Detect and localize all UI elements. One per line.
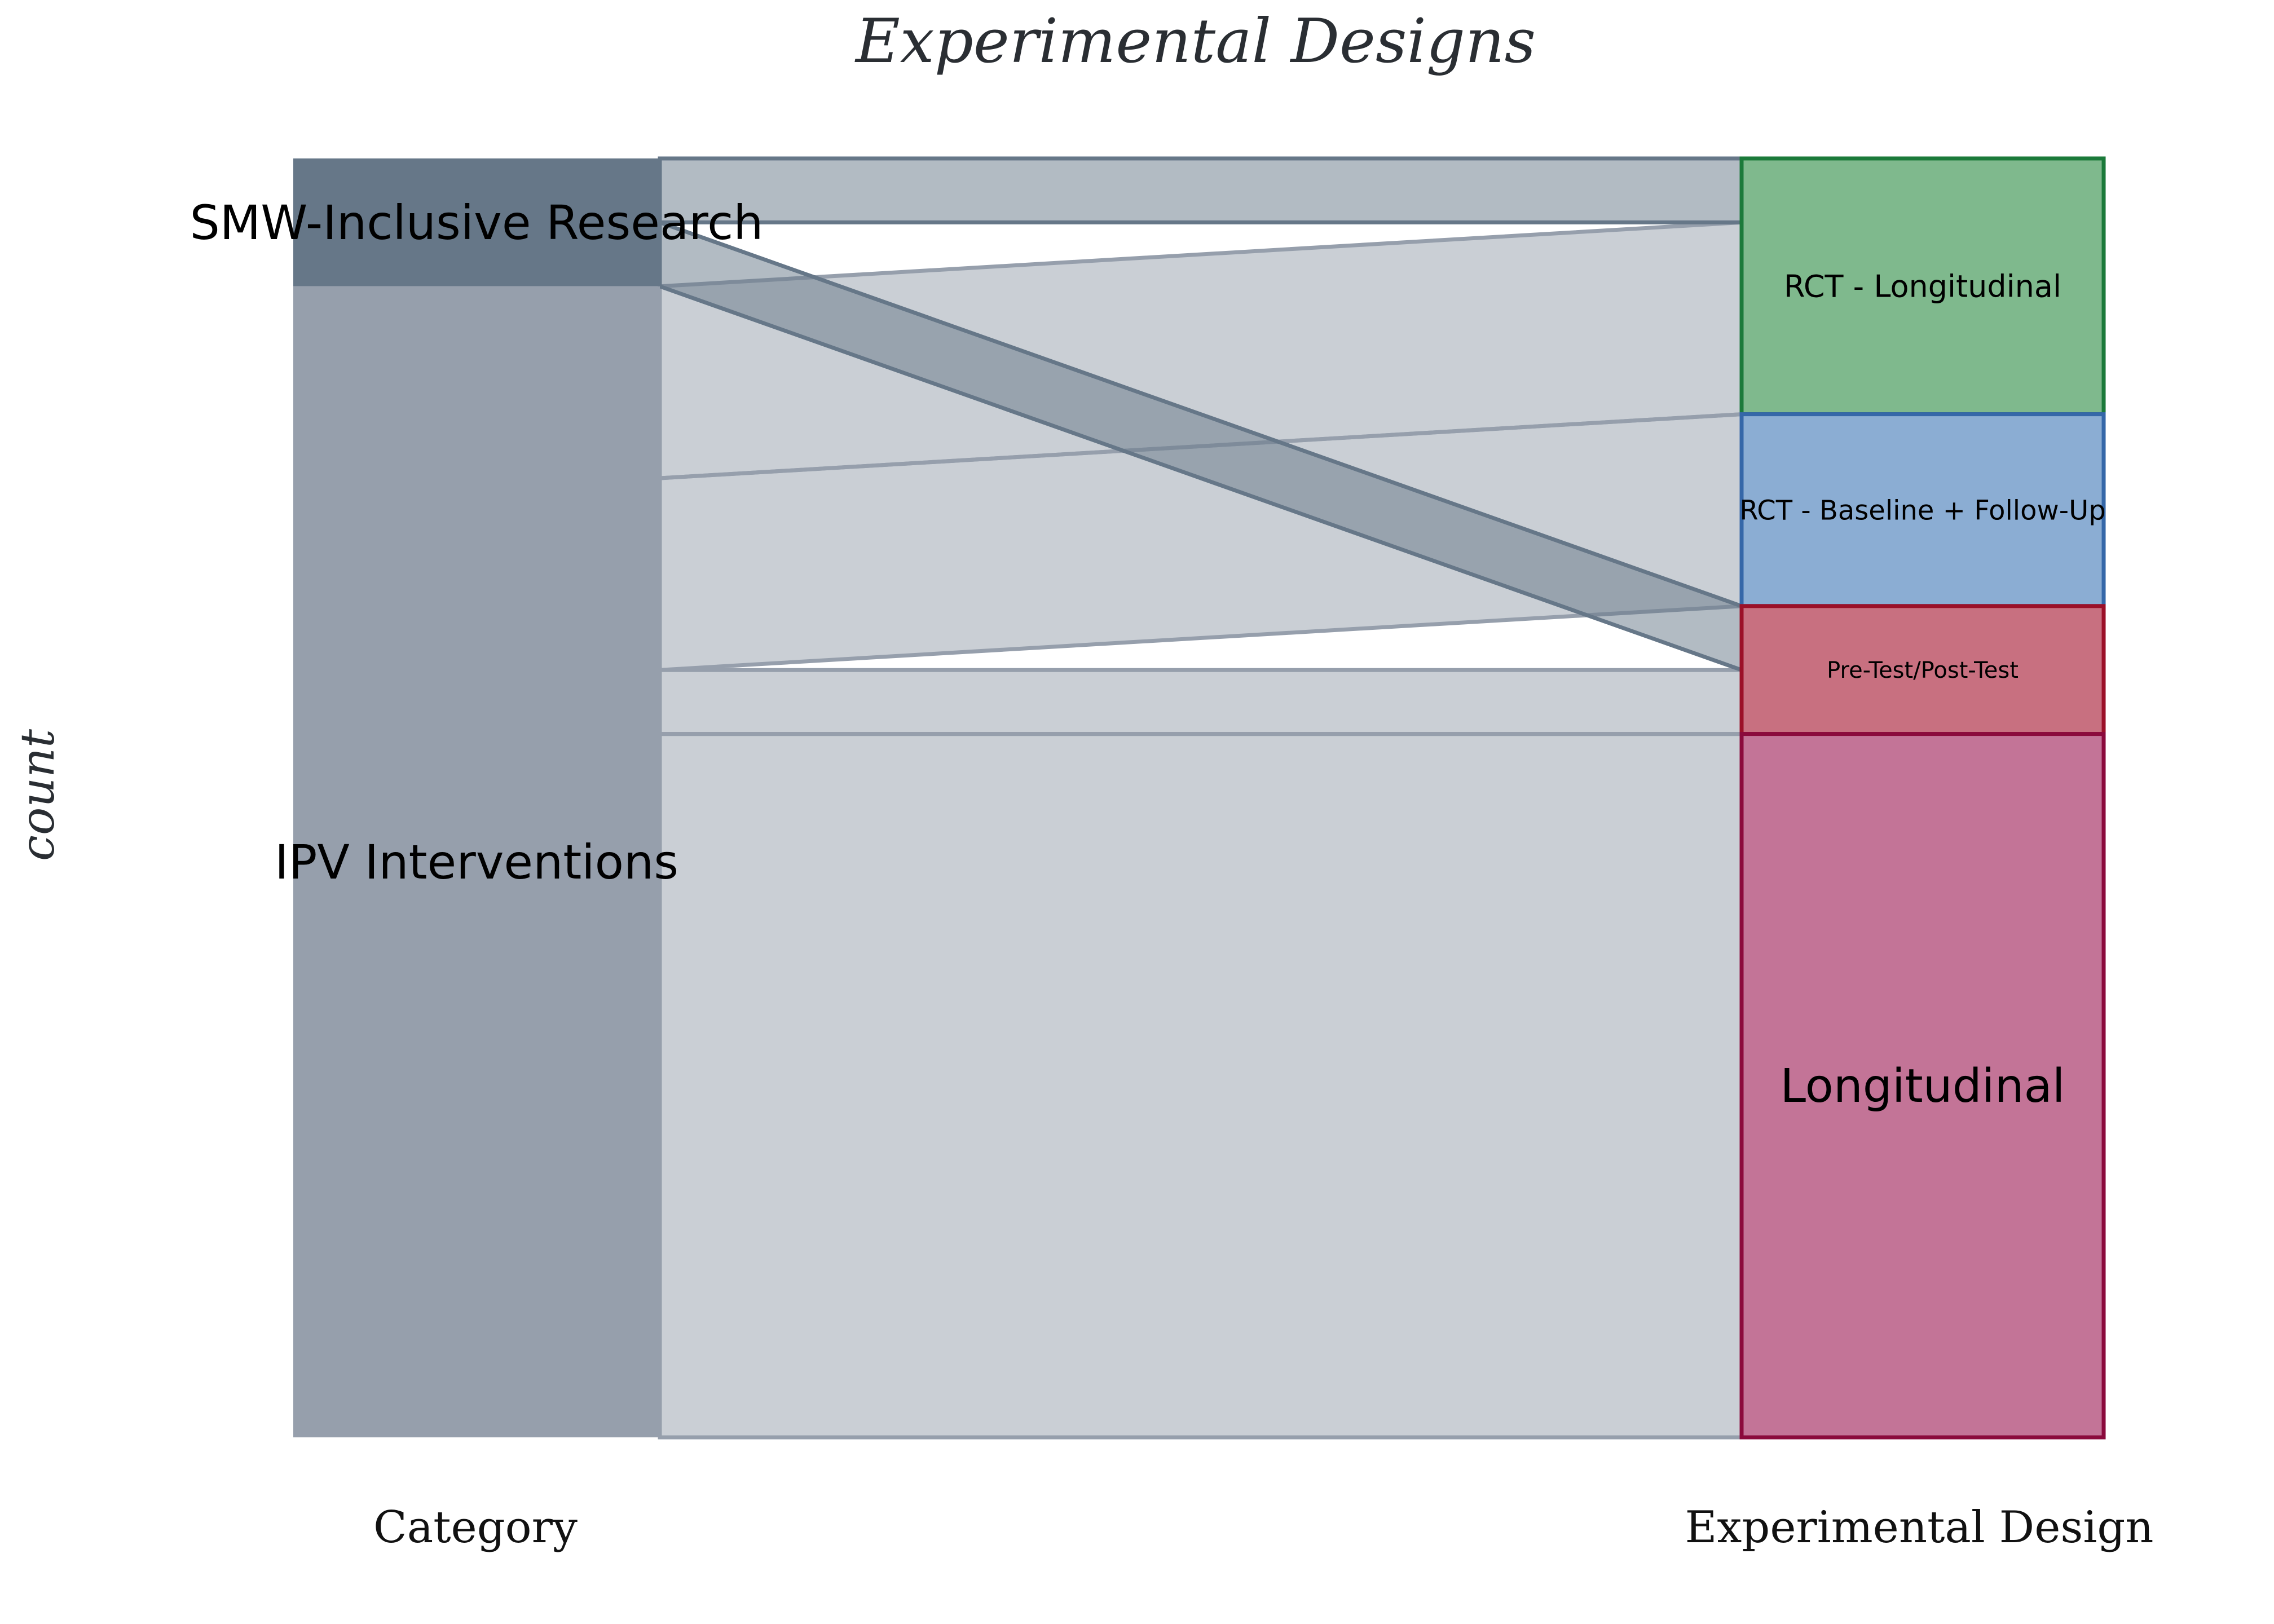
- node-pre-test-post-test: [1739, 604, 2106, 736]
- node-label-smw-inclusive-research: SMW-Inclusive Research: [190, 195, 763, 250]
- node-label-rct-longitudinal: RCT - Longitudinal: [1784, 269, 2061, 304]
- flow-ipv-interventions-to-pre-test-post-test: [658, 668, 1744, 736]
- flows-layer: [658, 156, 1744, 1440]
- node-ipv-interventions: [293, 286, 660, 1437]
- node-rct-baseline-follow-up: [1739, 412, 2106, 608]
- flow-smw-inclusive-research-to-rct-longitudinal: [658, 156, 1744, 224]
- node-longitudinal: [1739, 732, 2106, 1440]
- node-smw-inclusive-research: [293, 158, 660, 286]
- node-label-ipv-interventions: IPV Interventions: [275, 835, 678, 890]
- labels-layer: SMW-Inclusive Research IPV Interventions R…: [190, 195, 2105, 1113]
- node-rct-longitudinal: [1739, 156, 2106, 417]
- node-label-pre-test-post-test: Pre-Test/Post-Test: [1827, 657, 2019, 683]
- nodes-layer: [293, 156, 2106, 1440]
- axis-label-experimental-design: Experimental Design: [1685, 1502, 2153, 1553]
- chart-title: Experimental Designs: [854, 6, 1536, 77]
- node-label-rct-baseline-follow-up: RCT - Baseline + Follow-Up: [1739, 495, 2105, 527]
- y-axis-label: count: [11, 729, 65, 861]
- flow-ipv-interventions-to-longitudinal: [658, 732, 1744, 1440]
- node-label-longitudinal: Longitudinal: [1780, 1060, 2065, 1113]
- axis-label-category: Category: [373, 1502, 578, 1553]
